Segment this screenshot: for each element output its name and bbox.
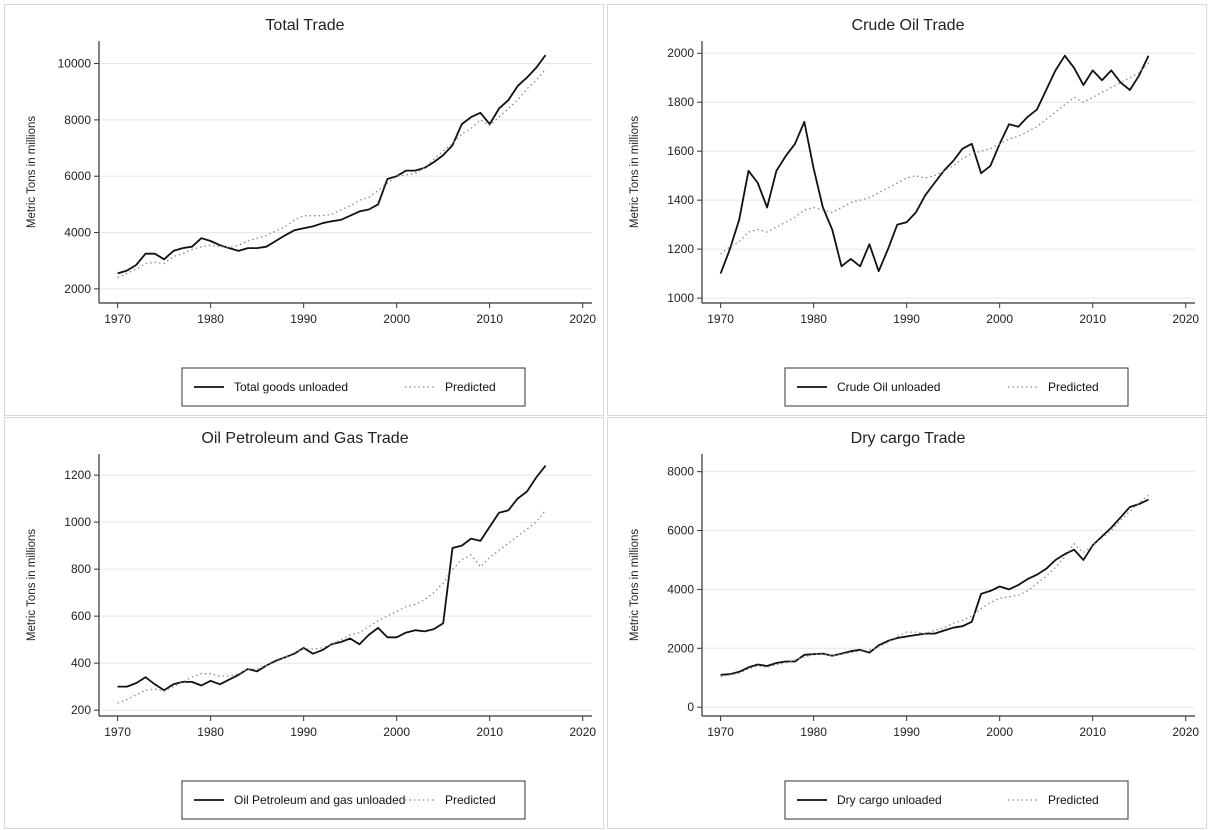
y-tick-label: 400 — [71, 656, 91, 670]
chart-title: Total Trade — [265, 17, 344, 34]
x-tick-label: 2010 — [1079, 725, 1106, 739]
legend-label-actual: Dry cargo unloaded — [837, 793, 942, 807]
chart-panel-oil-petroleum-gas-trade: Oil Petroleum and Gas Trade 200 400 600 800 1… — [4, 417, 604, 829]
actual-series-line — [719, 54, 1150, 274]
x-tick-label: 1990 — [290, 312, 317, 326]
x-tick-label: 1980 — [197, 725, 224, 739]
x-tick-label: 1980 — [197, 312, 224, 326]
chart-title: Dry cargo Trade — [851, 430, 966, 447]
y-tick-label: 6000 — [667, 524, 694, 538]
x-tick-label: 1970 — [707, 312, 734, 326]
y-tick-label: 1000 — [667, 291, 694, 305]
legend-box — [784, 780, 1129, 820]
legend-label-predicted: Predicted — [445, 380, 496, 394]
y-axis-label: Metric Tons in millions — [26, 116, 38, 229]
legend-box — [784, 367, 1129, 407]
chart-panel-total-trade: Total Trade 2000 4000 6000 8000 10000 1970 1980… — [4, 4, 604, 416]
actual-series-line — [720, 498, 1149, 676]
x-tick-label: 2020 — [1172, 725, 1199, 739]
y-tick-label: 8000 — [64, 113, 91, 127]
x-tick-label: 1980 — [800, 312, 827, 326]
actual-series-line — [117, 54, 547, 275]
predicted-series-line — [720, 494, 1149, 677]
x-tick-label: 2020 — [1172, 312, 1199, 326]
legend-box — [181, 780, 526, 820]
chart-title: Crude Oil Trade — [852, 17, 965, 34]
chart-svg: Oil Petroleum and Gas Trade 200 400 600 800 1… — [26, 430, 596, 820]
x-tick-label: 2020 — [569, 312, 596, 326]
chart-svg: Dry cargo Trade 0 2000 4000 6000 8000 1970 1980… — [629, 430, 1199, 820]
x-tick-label: 2010 — [1079, 312, 1106, 326]
predicted-series-line — [117, 509, 547, 704]
y-tick-label: 1600 — [667, 144, 694, 158]
y-axis-label: Metric Tons in millions — [629, 116, 641, 229]
x-tick-label: 1990 — [893, 725, 920, 739]
y-tick-label: 1000 — [64, 515, 91, 529]
x-tick-label: 2000 — [383, 725, 410, 739]
y-tick-label: 800 — [71, 562, 91, 576]
chart-panel-dry-cargo-trade: Dry cargo Trade 0 2000 4000 6000 8000 1970 1980… — [607, 417, 1207, 829]
y-tick-label: 4000 — [667, 582, 694, 596]
x-tick-label: 2010 — [476, 312, 503, 326]
x-tick-label: 2000 — [986, 312, 1013, 326]
x-tick-label: 2000 — [383, 312, 410, 326]
y-tick-label: 4000 — [64, 226, 91, 240]
y-tick-label: 2000 — [667, 46, 694, 60]
legend-label-predicted: Predicted — [445, 793, 496, 807]
x-tick-label: 2000 — [986, 725, 1013, 739]
y-tick-label: 0 — [687, 700, 694, 714]
x-tick-label: 1990 — [893, 312, 920, 326]
y-axis-label: Metric Tons in millions — [26, 529, 38, 642]
chart-panel-crude-oil-trade: Crude Oil Trade 1000 1200 1400 1600 1800 2000 1… — [607, 4, 1207, 416]
chart-svg: Total Trade 2000 4000 6000 8000 10000 1970 1980… — [26, 17, 596, 407]
legend-label-actual: Crude Oil unloaded — [837, 380, 940, 394]
x-tick-label: 1970 — [104, 725, 131, 739]
y-tick-label: 6000 — [64, 169, 91, 183]
actual-series-line — [117, 465, 547, 692]
legend-label-predicted: Predicted — [1048, 793, 1099, 807]
legend-label-predicted: Predicted — [1048, 380, 1099, 394]
y-tick-label: 2000 — [64, 282, 91, 296]
y-tick-label: 10000 — [58, 57, 92, 71]
y-axis-label: Metric Tons in millions — [629, 529, 641, 642]
legend-box — [181, 367, 526, 407]
x-tick-label: 2010 — [476, 725, 503, 739]
y-tick-label: 1800 — [667, 95, 694, 109]
y-tick-label: 600 — [71, 609, 91, 623]
y-tick-label: 1400 — [667, 193, 694, 207]
y-tick-label: 8000 — [667, 465, 694, 479]
x-tick-label: 1990 — [290, 725, 317, 739]
legend-label-actual: Oil Petroleum and gas unloaded — [234, 793, 405, 807]
x-tick-label: 1970 — [104, 312, 131, 326]
x-tick-label: 1970 — [707, 725, 734, 739]
predicted-series-line — [117, 68, 547, 279]
y-tick-label: 2000 — [667, 641, 694, 655]
chart-svg: Crude Oil Trade 1000 1200 1400 1600 1800 2000 1… — [629, 17, 1199, 407]
y-tick-label: 1200 — [64, 468, 91, 482]
x-tick-label: 1980 — [800, 725, 827, 739]
y-tick-label: 1200 — [667, 242, 694, 256]
chart-title: Oil Petroleum and Gas Trade — [201, 430, 408, 447]
y-tick-label: 200 — [71, 703, 91, 717]
x-tick-label: 2020 — [569, 725, 596, 739]
legend-label-actual: Total goods unloaded — [234, 380, 348, 394]
